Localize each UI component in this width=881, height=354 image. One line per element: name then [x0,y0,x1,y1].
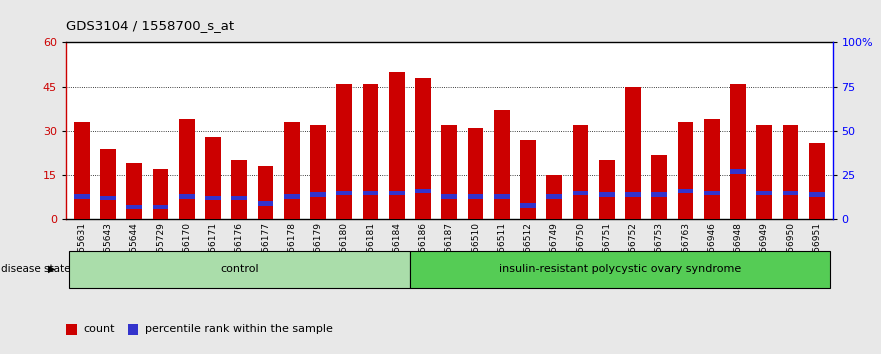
Bar [520,140,536,219]
Bar [127,205,142,209]
Bar [152,169,168,219]
Bar [363,191,379,195]
Text: GDS3104 / 1558700_s_at: GDS3104 / 1558700_s_at [66,19,234,32]
Bar [415,78,431,219]
Bar [520,203,536,207]
Text: insulin-resistant polycystic ovary syndrome: insulin-resistant polycystic ovary syndr… [499,264,741,274]
Bar [100,196,116,200]
Bar [74,122,90,219]
Bar [284,122,300,219]
Bar [809,193,825,197]
Bar [389,191,404,195]
Bar [284,194,300,199]
Bar [179,194,195,199]
Bar [441,125,457,219]
Bar [573,191,589,195]
Bar [704,191,720,195]
Bar [205,196,221,200]
Bar [730,170,746,174]
Bar [782,191,798,195]
Bar [651,155,667,219]
Bar [100,149,116,219]
Bar [205,137,221,219]
Bar [310,193,326,197]
Text: ▶: ▶ [48,264,56,274]
FancyBboxPatch shape [69,251,410,288]
Text: control: control [220,264,259,274]
Bar [494,194,510,199]
Bar [363,84,379,219]
Bar [677,122,693,219]
Text: percentile rank within the sample: percentile rank within the sample [145,324,333,334]
Bar [677,189,693,193]
Bar [468,194,484,199]
Bar [626,87,640,219]
Bar [546,194,562,199]
Bar [337,84,352,219]
Bar [599,160,615,219]
FancyBboxPatch shape [410,251,830,288]
Bar [757,125,772,219]
Bar [127,164,142,219]
Bar [730,84,746,219]
Bar [757,191,772,195]
Bar [257,201,273,206]
Bar [257,166,273,219]
Bar [152,205,168,209]
Bar [337,191,352,195]
Bar [626,193,640,197]
Bar [573,125,589,219]
Bar [179,119,195,219]
Bar [310,125,326,219]
Bar [389,72,404,219]
Text: count: count [84,324,115,334]
Bar [782,125,798,219]
Bar [704,119,720,219]
Bar [546,175,562,219]
Bar [651,193,667,197]
Bar [809,143,825,219]
Bar [468,128,484,219]
Text: disease state: disease state [1,264,70,274]
Bar [415,189,431,193]
Bar [494,110,510,219]
Bar [599,193,615,197]
Bar [232,196,248,200]
Bar [232,160,248,219]
Bar [441,194,457,199]
Bar [74,194,90,199]
